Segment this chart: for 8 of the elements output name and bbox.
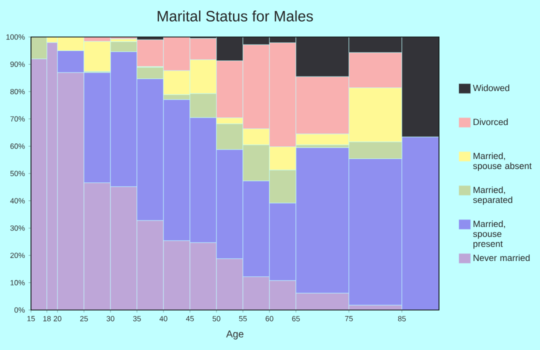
legend-label: Married, spouse present <box>473 220 505 249</box>
legend-label: Married, spouse absent <box>473 152 532 171</box>
legend-label: Never married <box>474 254 530 262</box>
legend-label: Widowed <box>472 84 510 92</box>
chart-title: Marital Status for Males <box>158 10 313 22</box>
x-axis-title: Age <box>226 330 244 340</box>
legend-label: Divorced <box>474 118 508 126</box>
legend-label: Married, separated <box>473 186 512 205</box>
